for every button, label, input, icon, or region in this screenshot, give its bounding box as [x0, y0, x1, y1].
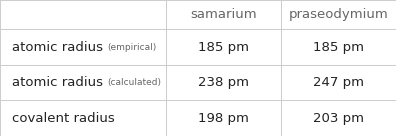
Text: samarium: samarium: [190, 8, 257, 21]
Text: 247 pm: 247 pm: [313, 76, 364, 89]
Text: atomic radius: atomic radius: [12, 41, 107, 54]
Text: covalent radius: covalent radius: [12, 112, 114, 125]
Text: (empirical): (empirical): [107, 43, 156, 52]
Text: (calculated): (calculated): [107, 78, 161, 87]
Text: atomic radius: atomic radius: [12, 76, 107, 89]
Text: 203 pm: 203 pm: [313, 112, 364, 125]
Text: praseodymium: praseodymium: [289, 8, 388, 21]
Text: 238 pm: 238 pm: [198, 76, 249, 89]
Text: 185 pm: 185 pm: [198, 41, 249, 54]
Text: 198 pm: 198 pm: [198, 112, 249, 125]
Text: 185 pm: 185 pm: [313, 41, 364, 54]
